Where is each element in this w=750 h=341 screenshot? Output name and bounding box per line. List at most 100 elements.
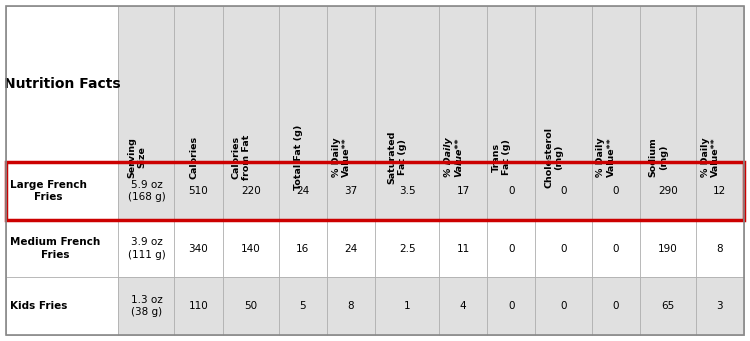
Bar	[536, 220, 592, 278]
Bar	[279, 162, 327, 220]
Text: 220: 220	[241, 186, 260, 196]
Text: 1: 1	[404, 301, 410, 311]
Text: Cholesterol
(mg): Cholesterol (mg)	[544, 127, 563, 188]
Text: Serving
Size: Serving Size	[127, 137, 146, 178]
Text: % Daily
Value**: % Daily Value**	[596, 137, 616, 177]
Text: 340: 340	[189, 243, 209, 254]
Text: 11: 11	[457, 243, 470, 254]
Text: 140: 140	[241, 243, 260, 254]
Text: 0: 0	[560, 243, 567, 254]
Bar	[488, 278, 536, 335]
Text: 1.3 oz
(38 g): 1.3 oz (38 g)	[130, 295, 162, 317]
Bar	[440, 278, 488, 335]
Text: 37: 37	[344, 186, 358, 196]
Bar	[118, 278, 175, 335]
Bar	[223, 6, 279, 162]
Bar	[536, 278, 592, 335]
Bar	[488, 162, 536, 220]
Bar	[223, 162, 279, 220]
Bar	[592, 278, 640, 335]
Text: % Daily
Value**: % Daily Value**	[700, 137, 720, 177]
Bar	[488, 220, 536, 278]
Text: 5.9 oz
(168 g): 5.9 oz (168 g)	[128, 180, 165, 202]
Bar	[375, 6, 440, 162]
Text: 3.9 oz
(111 g): 3.9 oz (111 g)	[128, 237, 165, 260]
Bar	[279, 6, 327, 162]
Bar	[175, 162, 223, 220]
Bar	[327, 278, 375, 335]
Bar	[6, 162, 118, 220]
Bar	[696, 162, 744, 220]
Bar	[327, 6, 375, 162]
Bar	[6, 6, 118, 162]
Bar	[640, 220, 696, 278]
Text: 3.5: 3.5	[399, 186, 416, 196]
Text: Trans
Fat (g): Trans Fat (g)	[492, 139, 512, 175]
Text: 510: 510	[189, 186, 209, 196]
Bar	[440, 220, 488, 278]
Text: 5: 5	[299, 301, 306, 311]
Bar	[6, 220, 118, 278]
Text: Medium French
Fries: Medium French Fries	[10, 237, 101, 260]
Text: 17: 17	[457, 186, 470, 196]
Bar	[6, 278, 118, 335]
Text: 0: 0	[613, 301, 619, 311]
Bar	[327, 162, 375, 220]
Text: 290: 290	[658, 186, 678, 196]
Text: 24: 24	[344, 243, 358, 254]
Text: 4: 4	[460, 301, 466, 311]
Text: Kids Fries: Kids Fries	[10, 301, 68, 311]
Bar	[640, 278, 696, 335]
Bar	[175, 6, 223, 162]
Bar	[592, 220, 640, 278]
Bar	[375, 278, 440, 335]
Text: 0: 0	[613, 243, 619, 254]
Text: 8: 8	[716, 243, 723, 254]
Bar	[279, 278, 327, 335]
Bar	[327, 220, 375, 278]
Bar	[223, 278, 279, 335]
Text: 0: 0	[508, 243, 515, 254]
Text: 16: 16	[296, 243, 310, 254]
Bar	[6, 162, 744, 220]
Text: % Daily
Value**: % Daily Value**	[332, 137, 351, 177]
Bar	[640, 162, 696, 220]
Text: 50: 50	[244, 301, 257, 311]
Text: 110: 110	[189, 301, 209, 311]
Bar	[440, 162, 488, 220]
Text: 0: 0	[508, 186, 515, 196]
Text: 0: 0	[560, 186, 567, 196]
Bar	[279, 220, 327, 278]
Bar	[488, 6, 536, 162]
Text: Sodium
(mg): Sodium (mg)	[649, 137, 668, 177]
Bar	[440, 6, 488, 162]
Text: Nutrition Facts: Nutrition Facts	[4, 77, 121, 91]
Text: 190: 190	[658, 243, 678, 254]
Text: Saturated
Fat (g): Saturated Fat (g)	[388, 131, 407, 184]
Text: Total Fat (g): Total Fat (g)	[294, 124, 303, 190]
Bar	[375, 220, 440, 278]
Bar	[592, 6, 640, 162]
Bar	[696, 220, 744, 278]
Bar	[696, 6, 744, 162]
Bar	[375, 162, 440, 220]
Bar	[640, 6, 696, 162]
Text: 0: 0	[508, 301, 515, 311]
Text: Calories: Calories	[190, 136, 199, 179]
Text: 24: 24	[296, 186, 310, 196]
Bar	[175, 278, 223, 335]
Text: Calories
from Fat: Calories from Fat	[231, 135, 251, 180]
Text: Large French
Fries: Large French Fries	[10, 180, 87, 202]
Bar	[696, 278, 744, 335]
Bar	[536, 162, 592, 220]
Bar	[175, 220, 223, 278]
Bar	[118, 162, 175, 220]
Text: 12: 12	[713, 186, 727, 196]
Text: 0: 0	[560, 301, 567, 311]
Text: 3: 3	[716, 301, 723, 311]
Bar	[118, 220, 175, 278]
Bar	[223, 220, 279, 278]
Text: 2.5: 2.5	[399, 243, 416, 254]
Bar	[592, 162, 640, 220]
Text: % Daily
Value**: % Daily Value**	[444, 137, 464, 177]
